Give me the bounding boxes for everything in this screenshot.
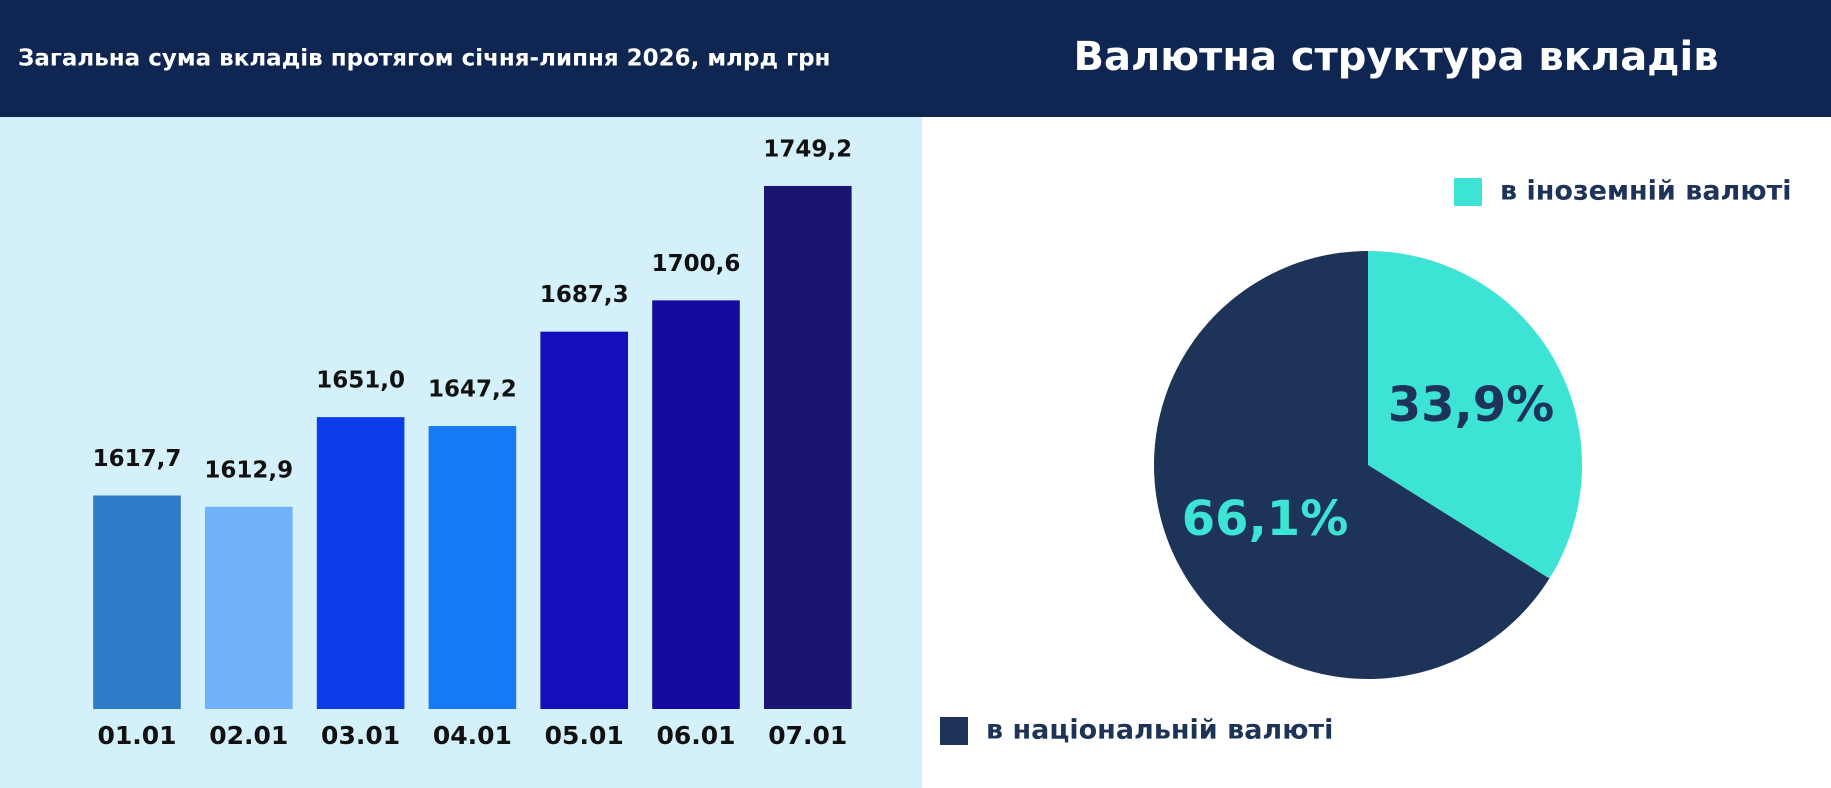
bar-value-label: 1651,0 <box>316 368 405 394</box>
bar <box>428 426 517 709</box>
bar-value-label: 1617,7 <box>93 446 182 472</box>
bar <box>652 300 740 709</box>
bar <box>316 417 405 709</box>
bar <box>205 506 293 709</box>
legend-label: в іноземній валюті <box>1500 176 1791 207</box>
x-tick-label: 04.01 <box>433 721 512 750</box>
bar <box>764 185 852 710</box>
x-tick-label: 01.01 <box>97 721 176 750</box>
pie-slice <box>1368 251 1582 579</box>
x-tick-label: 02.01 <box>209 721 288 750</box>
bar <box>540 331 628 709</box>
bar-value-label: 1647,2 <box>428 377 517 403</box>
pie-chart-title: Валютна структура вкладів <box>1073 34 1718 80</box>
bar-value-label: 1749,2 <box>763 136 852 162</box>
bar-value-label: 1700,6 <box>652 251 741 277</box>
x-tick-label: 06.01 <box>656 721 735 750</box>
legend-label: в національній валюті <box>986 715 1333 746</box>
x-tick-label: 05.01 <box>545 721 624 750</box>
bar-value-label: 1612,9 <box>204 457 293 483</box>
legend-swatch <box>940 717 968 745</box>
pie-slice <box>1154 251 1550 679</box>
header-band <box>0 0 1831 117</box>
bar <box>93 495 181 709</box>
bar-chart-title: Загальна сума вкладів протягом січня-лип… <box>18 46 830 72</box>
pie-value-label: 33,9% <box>1388 377 1555 433</box>
pie-value-label: 66,1% <box>1182 491 1349 547</box>
x-tick-label: 03.01 <box>321 721 400 750</box>
legend-swatch <box>1454 178 1482 206</box>
x-tick-label: 07.01 <box>768 721 847 750</box>
bar-value-label: 1687,3 <box>540 282 629 308</box>
